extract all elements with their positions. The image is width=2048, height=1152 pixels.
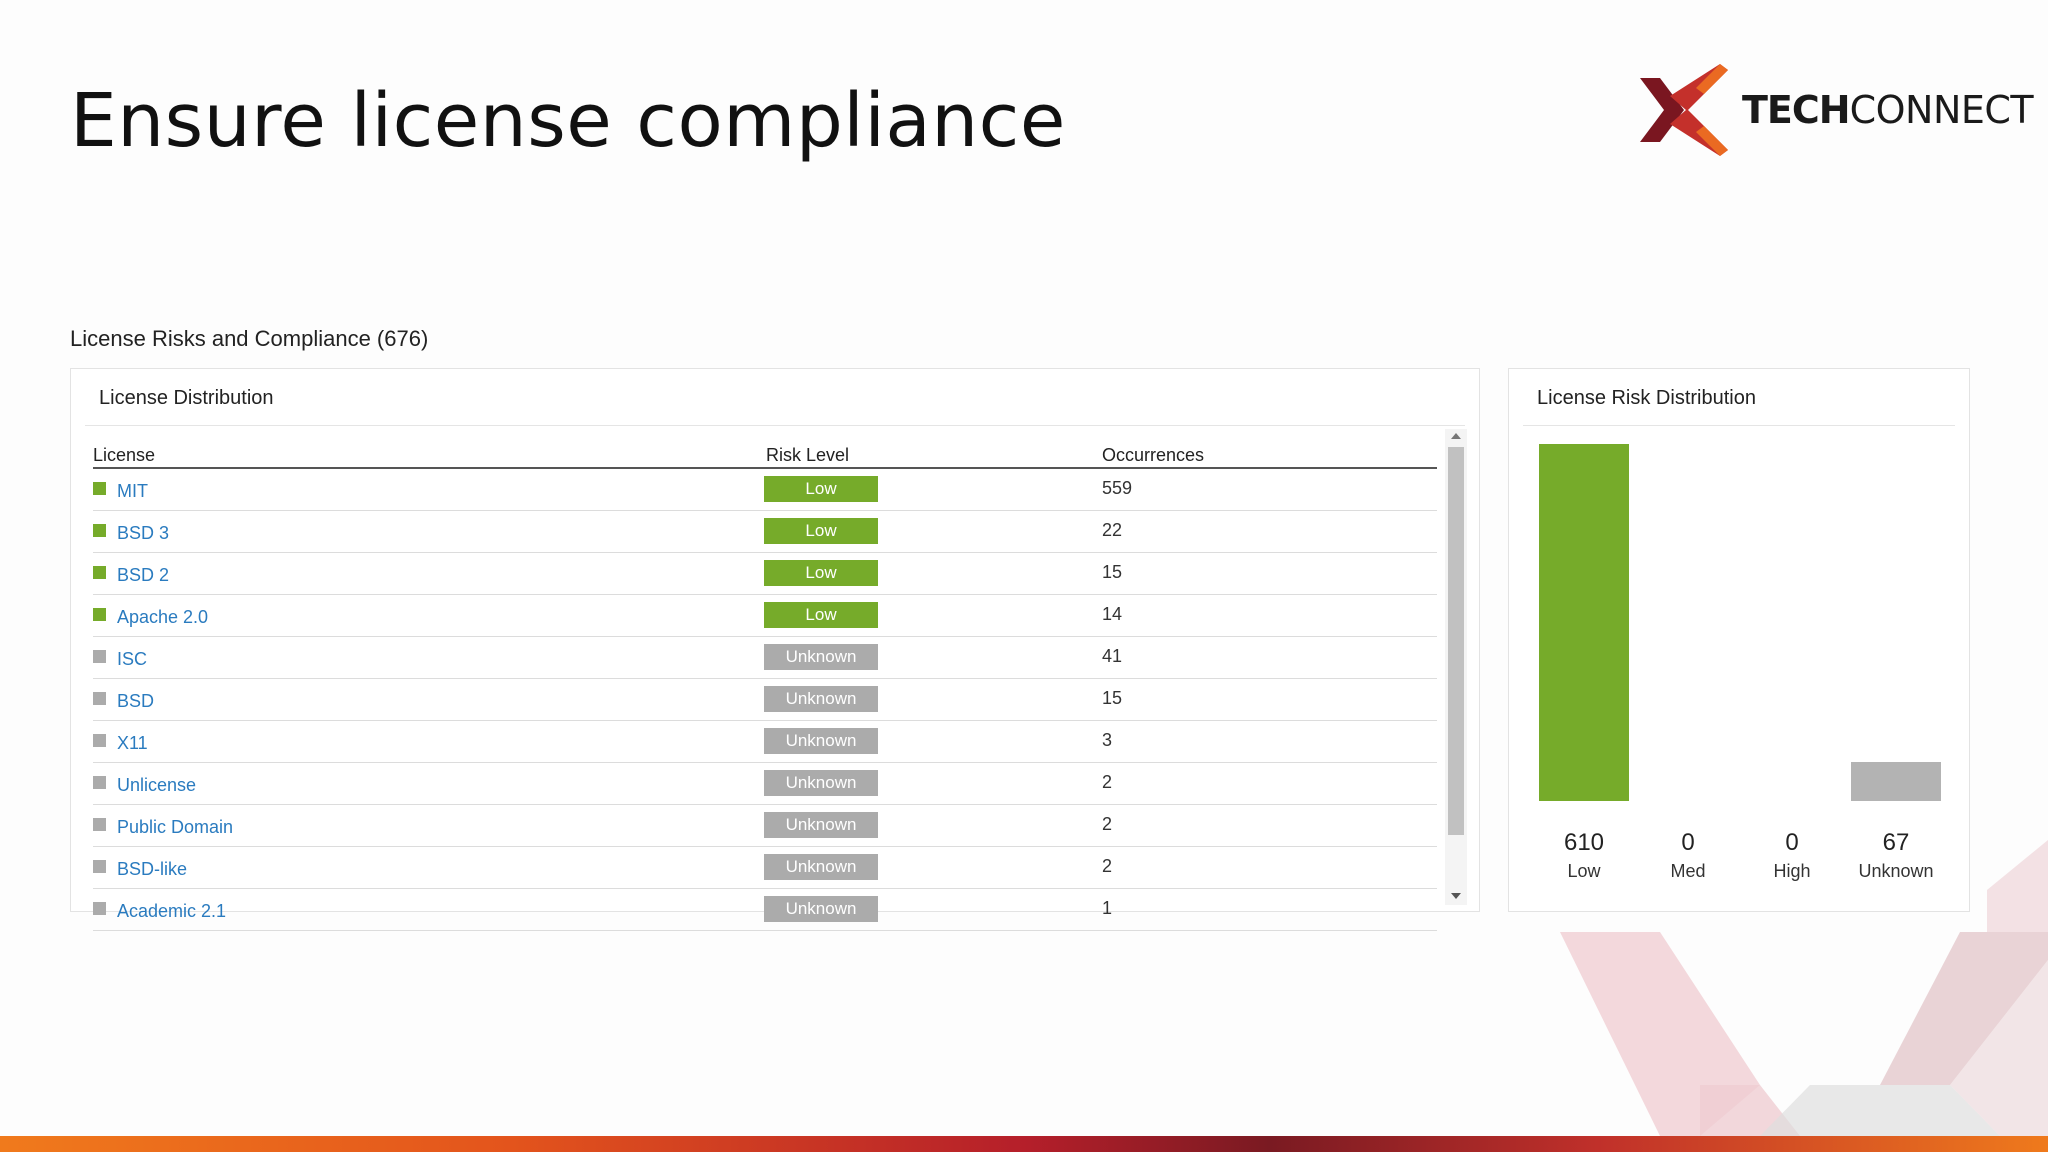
license-table: License Risk Level Occurrences MIT Low 559… (93, 437, 1437, 931)
table-row: Apache 2.0 Low 14 (93, 595, 1437, 637)
occurrences-count: 559 (1102, 478, 1133, 498)
risk-level-badge: Unknown (764, 686, 878, 712)
bar-value-label: 0 (1785, 829, 1799, 856)
bar-unknown[interactable] (1851, 762, 1941, 801)
logo-text-bold: TECH (1742, 88, 1851, 132)
table-row: BSD Unknown 15 (93, 679, 1437, 721)
license-link[interactable]: BSD (117, 691, 155, 711)
license-link[interactable]: BSD 2 (117, 565, 170, 585)
bar-value-label: 0 (1681, 829, 1695, 856)
table-scrollbar[interactable] (1445, 429, 1467, 905)
risk-color-swatch (93, 734, 106, 747)
column-header-license[interactable]: License (93, 445, 156, 465)
risk-color-swatch (93, 860, 106, 873)
license-link[interactable]: Unlicense (117, 775, 197, 795)
risk-color-swatch (93, 692, 106, 705)
risk-level-badge: Low (764, 518, 878, 544)
risk-color-swatch (93, 482, 106, 495)
table-row: Academic 2.1 Unknown 1 (93, 889, 1437, 931)
occurrences-count: 2 (1102, 772, 1113, 792)
license-link[interactable]: BSD 3 (117, 523, 170, 543)
risk-level-badge: Unknown (764, 812, 878, 838)
panel-title: License Distribution (99, 387, 274, 409)
column-header-risk-level[interactable]: Risk Level (766, 445, 850, 465)
risk-color-swatch (93, 902, 106, 915)
section-title: License Risks and Compliance (676) (70, 326, 429, 351)
license-distribution-panel: License Distribution License Risk Level … (70, 368, 1480, 931)
risk-color-swatch (93, 524, 106, 537)
occurrences-count: 2 (1102, 814, 1113, 834)
occurrences-count: 1 (1102, 898, 1113, 918)
risk-color-swatch (93, 650, 106, 663)
panel-divider (85, 425, 1465, 426)
bar-low[interactable] (1539, 444, 1629, 801)
license-link[interactable]: Public Domain (117, 817, 234, 837)
table-body: MIT Low 559 BSD 3 Low 22 BSD 2 Low 15 Apache 2.0 L… (93, 469, 1437, 931)
table-row: BSD-like Unknown 2 (93, 847, 1437, 889)
risk-color-swatch (93, 608, 106, 621)
scroll-thumb[interactable] (1448, 447, 1464, 835)
occurrences-count: 22 (1102, 520, 1123, 540)
risk-level-badge: Low (764, 602, 878, 628)
table-row: ISC Unknown 41 (93, 637, 1437, 679)
table-row: Unlicense Unknown 2 (93, 763, 1437, 805)
scroll-up-icon[interactable] (1451, 433, 1461, 439)
risk-level-badge: Unknown (764, 770, 878, 796)
license-link[interactable]: Academic 2.1 (117, 901, 227, 921)
logo-text: TECHCONNECT (1742, 88, 2034, 132)
footer-gradient-bar (0, 1136, 2048, 1152)
table-row: BSD 2 Low 15 (93, 553, 1437, 595)
occurrences-count: 14 (1102, 604, 1123, 624)
bar-value-label: 67 (1882, 829, 1910, 856)
scroll-down-icon[interactable] (1451, 893, 1461, 899)
occurrences-count: 15 (1102, 562, 1123, 582)
panel-title: License Risk Distribution (1537, 387, 1756, 409)
risk-color-swatch (93, 818, 106, 831)
risk-distribution-chart: 610 Low 0 Med 0 High 67 Unknown (1509, 429, 1969, 909)
risk-level-badge: Unknown (764, 728, 878, 754)
table-row: X11 Unknown 3 (93, 721, 1437, 763)
license-link[interactable]: BSD-like (117, 859, 188, 879)
bar-category-label: Med (1670, 861, 1706, 881)
license-link[interactable]: MIT (117, 481, 148, 501)
bar-category-label: Low (1567, 861, 1601, 881)
risk-level-badge: Unknown (764, 854, 878, 880)
table-header: License Risk Level Occurrences (93, 437, 1437, 469)
bar-value-label: 610 (1563, 829, 1605, 856)
occurrences-count: 3 (1102, 730, 1113, 750)
table-row: BSD 3 Low 22 (93, 511, 1437, 553)
table-row: MIT Low 559 (93, 469, 1437, 511)
license-link[interactable]: Apache 2.0 (117, 607, 209, 627)
column-header-occurrences[interactable]: Occurrences (1102, 445, 1205, 465)
risk-level-badge: Unknown (764, 896, 878, 922)
risk-level-badge: Low (764, 476, 878, 502)
techconnect-logo: TECHCONNECT (1636, 62, 2034, 158)
bar-category-label: High (1773, 861, 1811, 881)
slide-title: Ensure license compliance (70, 78, 1066, 164)
risk-level-badge: Unknown (764, 644, 878, 670)
bar-category-label: Unknown (1858, 861, 1934, 881)
risk-color-swatch (93, 566, 106, 579)
license-link[interactable]: X11 (117, 733, 148, 753)
risk-color-swatch (93, 776, 106, 789)
table-row: Public Domain Unknown 2 (93, 805, 1437, 847)
panel-divider (1523, 425, 1955, 426)
occurrences-count: 15 (1102, 688, 1123, 708)
logo-x-icon (1640, 64, 1728, 156)
license-link[interactable]: ISC (117, 649, 148, 669)
license-risk-distribution-panel: License Risk Distribution 610 Low 0 Med 0 Hig… (1508, 368, 1970, 912)
risk-level-badge: Low (764, 560, 878, 586)
occurrences-count: 41 (1102, 646, 1123, 666)
occurrences-count: 2 (1102, 856, 1113, 876)
logo-text-regular: CONNECT (1849, 88, 2034, 132)
